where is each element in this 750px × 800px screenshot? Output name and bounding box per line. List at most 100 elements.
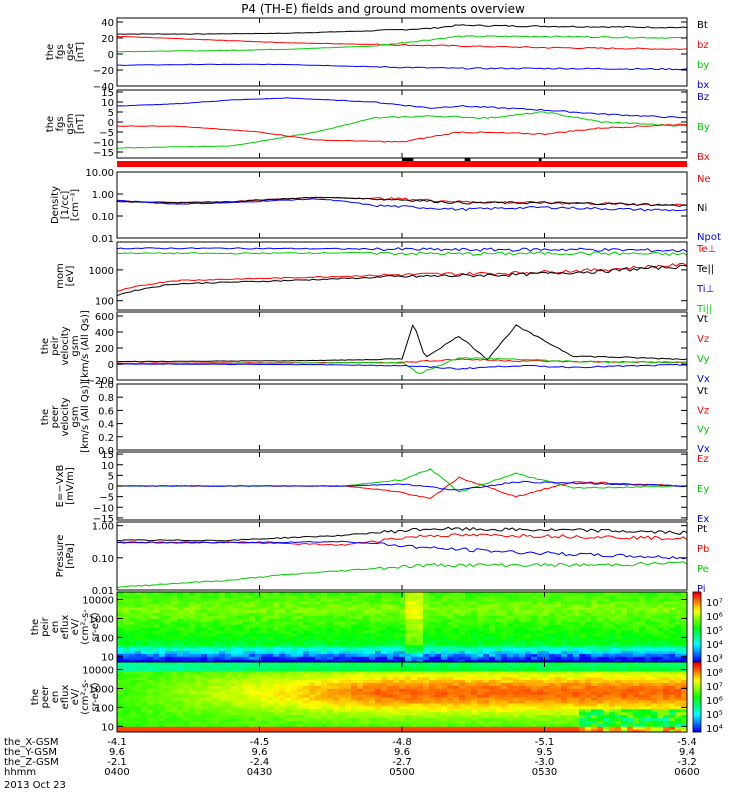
- spectrogram-cell: [369, 653, 376, 657]
- spectrogram-cell: [279, 597, 286, 602]
- spectrogram-cell: [381, 632, 388, 637]
- spectrogram-cell: [207, 638, 214, 643]
- spectrogram-cell: [183, 650, 190, 654]
- spectrogram-cell: [333, 711, 340, 716]
- spectrogram-cell: [531, 694, 538, 698]
- spectrogram-cell: [117, 702, 124, 707]
- spectrogram-cell: [681, 726, 687, 730]
- spectrogram-cell: [273, 691, 280, 695]
- spectrogram-cell: [309, 615, 316, 619]
- spectrogram-cell: [513, 714, 520, 719]
- spectrogram-cell: [213, 647, 220, 651]
- spectrogram-cell: [129, 600, 136, 605]
- spectrogram-cell: [441, 603, 448, 608]
- y-tick-label: 0: [108, 50, 114, 61]
- spectrogram-cell: [351, 726, 358, 730]
- spectrogram-cell: [231, 612, 238, 616]
- spectrogram-cell: [609, 688, 616, 692]
- spectrogram-cell: [417, 694, 424, 698]
- spectrogram-cell: [177, 609, 184, 614]
- spectrogram-cell: [387, 632, 394, 637]
- spectrogram-cell: [591, 667, 598, 672]
- spectrogram-cell: [201, 691, 208, 695]
- spectrogram-cell: [135, 612, 142, 616]
- spectrogram-cell: [639, 729, 646, 732]
- spectrogram-cell: [273, 676, 280, 681]
- spectrogram-cell: [633, 603, 640, 608]
- spectrogram-cell: [369, 682, 376, 686]
- spectrogram-cell: [351, 676, 358, 681]
- spectrogram-cell: [669, 726, 676, 730]
- spectrogram-cell: [537, 667, 544, 672]
- spectrogram-cell: [189, 618, 196, 622]
- spectrogram-cell: [465, 723, 472, 727]
- spectrogram-cell: [225, 702, 232, 707]
- spectrogram-cell: [405, 673, 412, 678]
- spectrogram-cell: [429, 656, 436, 660]
- spectrogram-cell: [645, 729, 652, 732]
- spectrogram-cell: [291, 624, 298, 628]
- spectrogram-cell: [519, 699, 526, 704]
- spectrogram-cell: [345, 638, 352, 643]
- spectrogram-cell: [201, 664, 208, 669]
- spectrogram-cell: [243, 653, 250, 657]
- spectrogram-cell: [567, 621, 574, 625]
- spectrogram-cell: [363, 705, 370, 710]
- spectrogram-cell: [447, 644, 454, 649]
- spectrogram-cell: [189, 653, 196, 657]
- spectrogram-cell: [213, 594, 220, 599]
- spectrogram-cell: [561, 606, 568, 611]
- spectrogram-cell: [495, 647, 502, 651]
- spectrogram-cell: [219, 641, 226, 646]
- spectrogram-cell: [123, 618, 130, 622]
- spectrogram-cell: [291, 664, 298, 669]
- spectrogram-cell: [459, 691, 466, 695]
- spectrogram-cell: [321, 606, 328, 611]
- spectrogram-cell: [387, 714, 394, 719]
- spectrogram-cell: [417, 676, 424, 681]
- spectrogram-cell: [609, 600, 616, 605]
- spectrogram-cell: [165, 615, 172, 619]
- spectrogram-cell: [297, 717, 304, 721]
- spectrogram-cell: [249, 685, 256, 689]
- series-lines: [117, 97, 687, 149]
- spectrogram-cell: [315, 720, 322, 724]
- spectrogram-cell: [501, 621, 508, 625]
- spectrogram-cell: [555, 650, 562, 654]
- spectrogram-cell: [315, 708, 322, 713]
- spectrogram-cell: [465, 694, 472, 698]
- spectrogram-cell: [483, 705, 490, 710]
- spectrogram-cell: [435, 714, 442, 719]
- spectrogram-cell: [147, 726, 154, 730]
- spectrogram-cell: [483, 632, 490, 637]
- spectrogram-cell: [543, 603, 550, 608]
- spectrogram-cell: [585, 594, 592, 599]
- spectrogram-cell: [477, 592, 484, 596]
- spectrogram-cell: [459, 667, 466, 672]
- spectrogram-cell: [615, 714, 622, 719]
- spectrogram-cell: [519, 720, 526, 724]
- spectrogram-cell: [141, 711, 148, 716]
- spectrogram-cell: [171, 603, 178, 608]
- spectrogram-cell: [207, 615, 214, 619]
- y-axis-label-line: gsm: [65, 113, 76, 134]
- spectrogram-cell: [153, 670, 160, 675]
- spectrogram-cell: [321, 609, 328, 614]
- spectrogram-cell: [237, 688, 244, 692]
- spectrogram-cell: [207, 702, 214, 707]
- spectrogram-cell: [423, 659, 430, 662]
- spectrogram-cell: [333, 653, 340, 657]
- spectrogram-cell: [639, 726, 646, 730]
- spectrogram-cell: [135, 659, 142, 662]
- spectrogram-cell: [261, 697, 268, 701]
- spectrogram-cell: [147, 673, 154, 678]
- spectrogram-cell: [597, 647, 604, 651]
- spectrogram-cell: [477, 603, 484, 608]
- spectrogram-cell: [417, 714, 424, 719]
- spectrogram-cell: [453, 670, 460, 675]
- spectrogram-cell: [153, 711, 160, 716]
- legend-entry: Pi: [697, 584, 706, 595]
- spectrogram-cell: [255, 615, 262, 619]
- spectrogram-cell: [225, 635, 232, 640]
- spectrogram-cell: [327, 656, 334, 660]
